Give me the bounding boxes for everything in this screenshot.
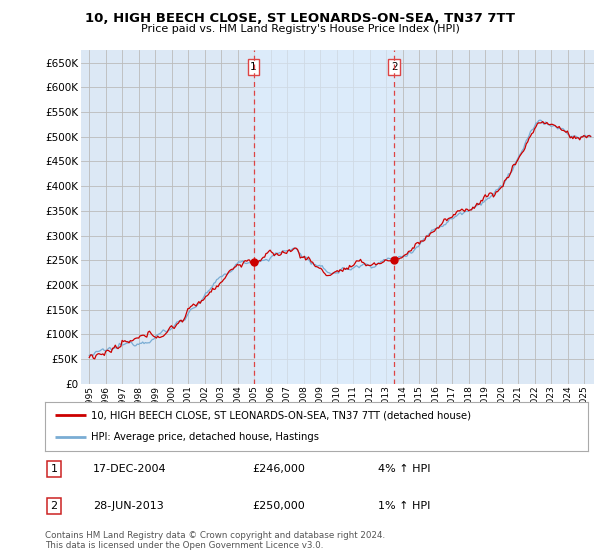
Text: HPI: Average price, detached house, Hastings: HPI: Average price, detached house, Hast… bbox=[91, 432, 319, 442]
Bar bbox=[254, 50, 394, 384]
Text: Contains HM Land Registry data © Crown copyright and database right 2024.
This d: Contains HM Land Registry data © Crown c… bbox=[45, 531, 385, 550]
Text: Price paid vs. HM Land Registry's House Price Index (HPI): Price paid vs. HM Land Registry's House … bbox=[140, 24, 460, 34]
Text: 4% ↑ HPI: 4% ↑ HPI bbox=[378, 464, 431, 474]
Text: 28-JUN-2013: 28-JUN-2013 bbox=[93, 501, 164, 511]
Text: £246,000: £246,000 bbox=[252, 464, 305, 474]
Text: 1% ↑ HPI: 1% ↑ HPI bbox=[378, 501, 430, 511]
Text: 1: 1 bbox=[250, 62, 257, 72]
Text: 2: 2 bbox=[50, 501, 58, 511]
Text: 2: 2 bbox=[391, 62, 398, 72]
Text: 10, HIGH BEECH CLOSE, ST LEONARDS-ON-SEA, TN37 7TT: 10, HIGH BEECH CLOSE, ST LEONARDS-ON-SEA… bbox=[85, 12, 515, 25]
Text: 10, HIGH BEECH CLOSE, ST LEONARDS-ON-SEA, TN37 7TT (detached house): 10, HIGH BEECH CLOSE, ST LEONARDS-ON-SEA… bbox=[91, 410, 471, 421]
Text: 1: 1 bbox=[50, 464, 58, 474]
Text: £250,000: £250,000 bbox=[252, 501, 305, 511]
Text: 17-DEC-2004: 17-DEC-2004 bbox=[93, 464, 167, 474]
